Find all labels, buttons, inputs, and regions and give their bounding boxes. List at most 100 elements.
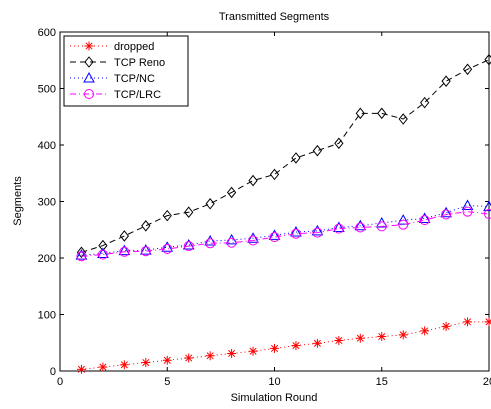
data-point-tcp-reno (141, 219, 151, 232)
y-tick-label: 300 (38, 197, 56, 209)
data-point-tcp-reno (420, 96, 430, 109)
x-tick-label: 10 (268, 376, 280, 388)
legend-item-dropped: dropped (70, 41, 154, 53)
legend-label: TCP/LRC (114, 89, 161, 101)
data-point-tcp-lrc (162, 243, 173, 254)
data-point-tcp-lrc (312, 227, 323, 238)
asterisk-stroke (206, 352, 214, 360)
data-point-dropped (227, 348, 237, 358)
data-point-tcp-reno (291, 152, 301, 164)
data-point-tcp-nc (311, 224, 324, 236)
asterisk-stroke (335, 336, 343, 345)
data-point-tcp-reno (119, 230, 129, 242)
data-point-dropped (98, 362, 108, 372)
asterisk-stroke (228, 349, 236, 358)
data-point-tcp-reno (226, 186, 237, 199)
chart-title: Transmitted Segments (219, 11, 330, 23)
data-point-dropped (291, 341, 301, 351)
data-point-tcp-reno (248, 174, 258, 187)
legend-marker (84, 41, 94, 51)
asterisk-stroke (399, 331, 407, 339)
data-point-tcp-lrc (269, 232, 280, 243)
series-tcp-reno (76, 53, 491, 259)
data-point-tcp-lrc (226, 237, 237, 248)
series-tcp-lrc (76, 206, 491, 262)
data-point-dropped (463, 317, 473, 327)
data-point-tcp-nc (418, 212, 431, 223)
data-point-tcp-reno (269, 168, 280, 181)
data-point-tcp-nc (333, 221, 345, 232)
legend-label: dropped (114, 41, 154, 53)
data-point-tcp-lrc (76, 251, 87, 262)
series-line-tcp-nc (81, 204, 490, 256)
data-point-tcp-reno (205, 197, 215, 210)
asterisk-stroke (99, 363, 107, 371)
data-point-tcp-lrc (290, 228, 301, 239)
data-point-tcp-lrc (398, 219, 409, 230)
asterisk-stroke (120, 361, 128, 369)
asterisk-stroke (463, 318, 472, 326)
data-point-dropped (205, 351, 215, 361)
data-point-dropped (162, 355, 172, 365)
x-tick-label: 5 (164, 376, 170, 388)
y-axis-label: Segments (12, 176, 24, 226)
data-point-tcp-lrc (248, 235, 259, 246)
data-point-tcp-lrc (462, 206, 473, 217)
data-point-tcp-nc (182, 238, 195, 250)
series-dropped (76, 317, 491, 374)
data-point-dropped (398, 330, 408, 340)
data-point-dropped (248, 346, 258, 356)
asterisk-stroke (270, 344, 279, 352)
data-point-tcp-nc (397, 214, 410, 225)
x-tick-label: 15 (376, 376, 388, 388)
data-point-tcp-reno (162, 209, 172, 222)
x-tick-label: 0 (57, 376, 63, 388)
asterisk-stroke (163, 356, 171, 364)
asterisk-stroke (185, 354, 193, 362)
legend-item-tcp-reno: TCP Reno (70, 56, 165, 69)
y-tick-label: 500 (38, 84, 56, 96)
data-point-tcp-nc (118, 244, 131, 256)
data-point-tcp-lrc (140, 246, 151, 257)
asterisk-stroke (378, 332, 386, 341)
data-point-tcp-lrc (376, 221, 387, 232)
data-point-tcp-nc (440, 206, 452, 218)
data-point-tcp-nc (268, 229, 281, 240)
data-point-tcp-nc (225, 233, 238, 245)
axis-ticks: 051015200100200300400500600 (38, 27, 491, 388)
data-point-tcp-lrc (441, 209, 452, 220)
data-point-tcp-lrc (419, 215, 430, 226)
asterisk-stroke (249, 347, 257, 355)
legend-item-tcp-lrc: TCP/LRC (70, 89, 161, 101)
data-point-tcp-reno (398, 113, 408, 125)
legend: dropped TCP Reno TCP/NC TCP/LRC (63, 35, 189, 107)
x-tick-label: 20 (483, 376, 491, 388)
legend-marker (84, 89, 94, 99)
data-point-tcp-nc (461, 199, 474, 210)
y-tick-label: 0 (50, 366, 56, 378)
series-line-tcp-lrc (81, 211, 490, 257)
data-point-tcp-nc (161, 241, 174, 252)
data-point-dropped (420, 326, 430, 336)
data-point-tcp-lrc (183, 241, 194, 252)
series-tcp-nc (75, 199, 491, 260)
data-point-dropped (119, 360, 129, 370)
data-point-tcp-lrc (355, 222, 366, 233)
y-tick-label: 600 (38, 27, 56, 39)
asterisk-stroke (485, 319, 491, 326)
data-point-tcp-nc (290, 225, 302, 237)
data-point-tcp-nc (354, 219, 367, 231)
data-point-tcp-lrc (119, 246, 130, 257)
asterisk-stroke (85, 42, 93, 50)
data-point-tcp-lrc (333, 223, 344, 234)
data-point-tcp-lrc (205, 238, 216, 249)
data-point-dropped (312, 338, 322, 348)
asterisk-stroke (313, 339, 321, 347)
data-point-dropped (484, 317, 491, 327)
data-point-tcp-reno (334, 137, 344, 150)
legend-marker (83, 71, 95, 83)
data-point-tcp-lrc (484, 208, 491, 219)
x-axis-label: Simulation Round (231, 392, 318, 404)
data-point-tcp-lrc (97, 249, 108, 260)
